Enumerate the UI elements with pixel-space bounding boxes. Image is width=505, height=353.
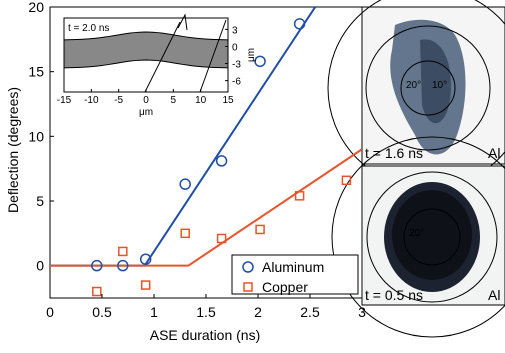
inset-ray xyxy=(144,21,181,93)
legend-label: Copper xyxy=(262,279,308,295)
legend-marker xyxy=(243,282,253,292)
x-tick-label: 0 xyxy=(46,304,54,320)
y-tick-label: 10 xyxy=(28,128,44,144)
point xyxy=(117,259,129,272)
inset-arrow xyxy=(177,13,188,31)
inset-ray xyxy=(199,19,227,93)
image-time: t = 0.5 ns xyxy=(365,287,423,303)
inset-x-tick-label: -15 xyxy=(57,95,72,106)
inset-x-tick-label: 0 xyxy=(143,95,149,106)
y-tick-label: 5 xyxy=(36,193,44,209)
image-material: Al xyxy=(488,145,500,161)
point xyxy=(140,280,151,290)
x-tick-label: 2.5 xyxy=(300,304,320,320)
point xyxy=(294,191,305,201)
y-axis-label: Deflection (degrees) xyxy=(5,87,21,213)
y-tick-label: 20 xyxy=(28,0,44,15)
point xyxy=(254,55,266,68)
point xyxy=(139,253,152,265)
inset-x-tick-label: 15 xyxy=(222,95,234,106)
image-bottom xyxy=(331,136,505,338)
x-tick-label: 1.5 xyxy=(196,304,216,320)
y-tick-label: 15 xyxy=(28,64,44,80)
x-tick-label: 1 xyxy=(150,304,158,320)
image-top xyxy=(327,0,505,189)
x-tick-label: 3 xyxy=(358,304,366,320)
legend-box xyxy=(231,254,359,295)
inset-x-tick-label: -5 xyxy=(114,95,123,106)
legend-label: Aluminum xyxy=(262,259,324,275)
point xyxy=(216,233,227,244)
point xyxy=(255,224,265,235)
inset-title: t = 2.0 ns xyxy=(68,23,109,34)
x-axis-label: ASE duration (ns) xyxy=(150,327,261,343)
inset-y-tick-label: -6 xyxy=(232,77,241,88)
image-time: t = 1.6 ns xyxy=(365,145,423,161)
point xyxy=(180,228,190,239)
y-tick-label: 0 xyxy=(36,258,44,274)
image-material: Al xyxy=(488,287,500,303)
fit-line xyxy=(50,148,362,267)
point xyxy=(215,155,228,167)
point xyxy=(92,286,102,297)
legend-marker xyxy=(242,261,254,273)
point xyxy=(293,18,306,30)
x-tick-label: 0.5 xyxy=(92,304,112,320)
inset-x-label: μm xyxy=(139,107,153,118)
inset-y-tick-label: -3 xyxy=(232,60,241,71)
point xyxy=(118,246,128,257)
angle-label: 20° xyxy=(409,228,424,239)
point xyxy=(91,259,103,272)
x-tick-label: 2 xyxy=(254,304,262,320)
angle-label: 10° xyxy=(432,80,447,91)
inset-y-tick-label: 3 xyxy=(232,25,238,36)
inset-y-tick-label: 0 xyxy=(232,42,238,53)
point xyxy=(179,178,191,190)
angle-label: 20° xyxy=(406,80,421,91)
inset-x-tick-label: 10 xyxy=(195,95,207,106)
point xyxy=(341,175,352,186)
inset-x-tick-label: 5 xyxy=(171,95,177,106)
inset-x-tick-label: -10 xyxy=(84,95,99,106)
inset-y-label: μm xyxy=(246,48,257,62)
